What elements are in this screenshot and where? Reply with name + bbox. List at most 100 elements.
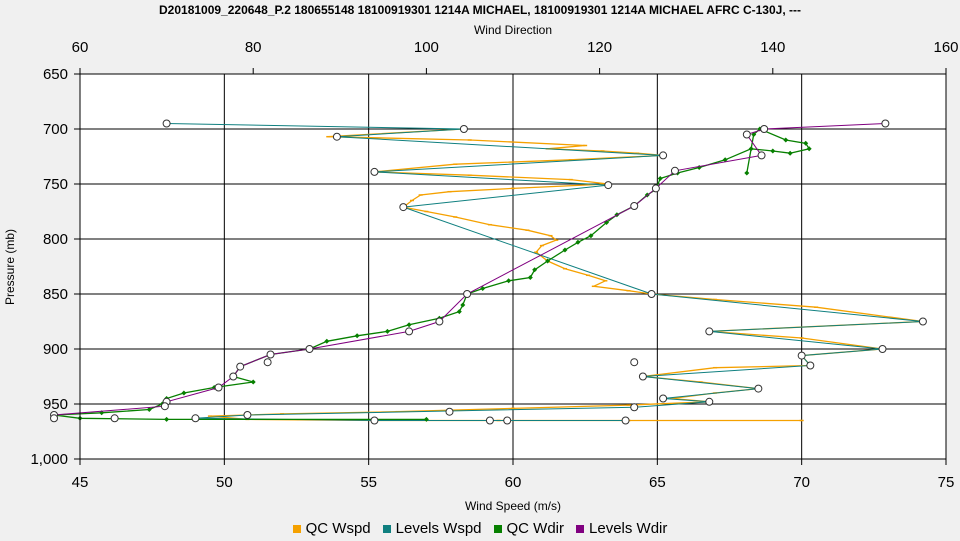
level-marker-speed <box>162 119 171 128</box>
x-tick-label: 50 <box>216 474 233 491</box>
level-marker-speed <box>705 397 714 406</box>
level-marker-speed <box>878 345 887 353</box>
qc-wdir-point <box>480 286 486 291</box>
marker-layer <box>50 119 927 425</box>
y-tick-label: 950 <box>43 396 68 413</box>
qc-wdir-point <box>324 338 330 344</box>
legend-label: QC Wspd <box>305 520 371 537</box>
top-axis-label: Wind Direction <box>474 23 552 37</box>
wind-profile-chart: D20181009_220648_P.2 180655148 181009193… <box>3 3 959 513</box>
level-marker-speed <box>630 403 639 412</box>
qc-wdir-point <box>545 258 551 264</box>
qc-wdir-point <box>787 150 793 156</box>
legend-item: QC Wspd <box>292 520 371 537</box>
qc-wdir-point <box>657 176 663 181</box>
level-marker-direction <box>670 166 679 175</box>
qc-wdir-point <box>506 278 512 284</box>
level-marker-speed <box>332 132 341 141</box>
legend-swatch <box>493 525 502 534</box>
top-tick-label: 120 <box>587 39 612 56</box>
level-marker-direction <box>110 414 119 423</box>
x-tick-label: 65 <box>649 474 666 491</box>
level-marker-speed <box>647 290 656 298</box>
level-marker-direction <box>760 125 769 133</box>
qc-wdir-point <box>384 328 390 334</box>
y-axis-label: Pressure (mb) <box>3 229 17 305</box>
legend-item: Levels Wspd <box>382 520 482 537</box>
level-marker-direction <box>463 290 472 298</box>
y-tick-label: 1,000 <box>30 451 68 468</box>
axes: 45 50 55 60 65 70 75 60 80 100 120 140 160 650 700 750 8… <box>30 39 958 491</box>
chart-title: D20181009_220648_P.2 180655148 181009193… <box>159 3 801 17</box>
qc-wdir-point <box>456 309 462 315</box>
level-marker-speed <box>754 384 763 393</box>
level-marker-speed <box>604 181 613 190</box>
qc-wdir-point <box>722 157 728 163</box>
qc-wdir-point <box>164 416 170 422</box>
x-tick-label: 75 <box>938 474 955 491</box>
qc-wdir-point <box>460 302 466 308</box>
qc-wdir-point <box>406 322 412 328</box>
qc-wdir-point <box>181 390 187 396</box>
legend-item: Levels Wdir <box>576 520 667 537</box>
qc-wdir-point <box>527 275 533 280</box>
level-marker-direction <box>742 130 751 139</box>
level-marker-direction <box>214 383 223 392</box>
level-marker-speed <box>638 372 647 381</box>
legend-label: Levels Wspd <box>395 520 482 537</box>
qc-wdir-point <box>532 267 538 273</box>
x-tick-label: 55 <box>360 474 377 491</box>
qc-wdir-point <box>354 333 360 339</box>
top-tick-label: 160 <box>933 39 958 56</box>
level-marker-speed <box>705 327 714 336</box>
y-tick-label: 700 <box>43 121 68 138</box>
level-marker-direction <box>651 184 660 193</box>
qc-wdir-point <box>748 146 754 152</box>
qc-wdir-point <box>744 170 750 176</box>
level-marker-direction <box>266 350 275 359</box>
chart-legend: QC Wspd Levels Wspd QC Wdir Levels Wdir <box>0 520 960 537</box>
level-marker-direction <box>305 345 314 353</box>
level-marker-direction <box>405 327 414 336</box>
legend-item: QC Wdir <box>493 520 565 537</box>
qc-wdir-point <box>803 140 809 146</box>
legend-label: Levels Wdir <box>589 520 668 537</box>
level-marker-speed <box>621 416 630 425</box>
qc-wdir-point <box>146 407 152 412</box>
level-marker-speed <box>459 125 468 133</box>
legend-label: QC Wdir <box>506 520 565 537</box>
level-marker-speed <box>370 167 379 176</box>
qc-wdir-point <box>575 239 581 245</box>
x-tick-label: 45 <box>72 474 89 491</box>
y-tick-label: 850 <box>43 286 68 303</box>
top-tick-label: 140 <box>760 39 785 56</box>
qc-wdir-point <box>751 132 757 137</box>
y-tick-label: 750 <box>43 176 68 193</box>
y-tick-label: 800 <box>43 231 68 248</box>
legend-swatch <box>382 525 391 534</box>
qc-wdir-point <box>250 379 256 385</box>
y-tick-label: 900 <box>43 341 68 358</box>
level-marker-direction <box>229 372 238 381</box>
top-tick-label: 100 <box>414 39 439 56</box>
qc-wdir-point <box>806 146 812 152</box>
grid-lines <box>80 74 946 459</box>
legend-swatch <box>292 525 301 534</box>
level-marker-direction <box>160 402 169 411</box>
level-marker-direction <box>50 414 59 423</box>
level-marker-direction <box>881 119 890 128</box>
top-tick-label: 80 <box>245 39 262 56</box>
level-marker-speed <box>370 416 379 425</box>
qc-wdir-point <box>588 233 594 239</box>
level-marker-speed <box>445 407 454 416</box>
level-marker-speed <box>797 351 806 360</box>
level-marker-direction <box>757 151 766 160</box>
x-tick-label: 60 <box>505 474 522 491</box>
level-marker-direction <box>435 317 444 326</box>
top-tick-label: 60 <box>72 39 89 56</box>
qc-wdir-point <box>770 148 776 154</box>
qc-wdir-point <box>783 137 789 143</box>
legend-swatch <box>576 525 585 534</box>
level-marker-speed <box>485 416 494 425</box>
level-marker-speed <box>503 416 512 425</box>
